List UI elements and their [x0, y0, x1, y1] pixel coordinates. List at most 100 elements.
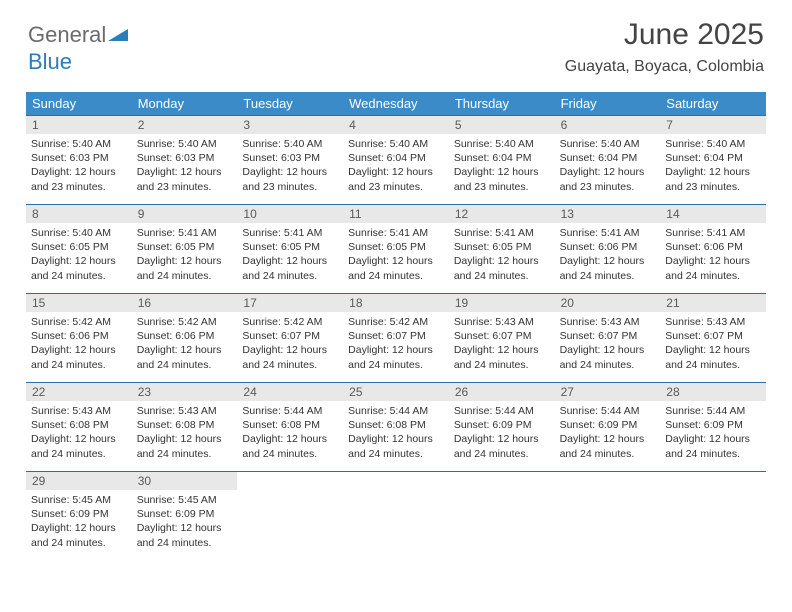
daylight-text: Daylight: 12 hours and 24 minutes.	[242, 432, 338, 460]
day-cell: Sunrise: 5:41 AMSunset: 6:05 PMDaylight:…	[237, 223, 343, 293]
weekday-header: Sunday	[26, 92, 132, 115]
weekday-header: Thursday	[449, 92, 555, 115]
sunrise-text: Sunrise: 5:40 AM	[242, 137, 338, 151]
sunrise-text: Sunrise: 5:44 AM	[560, 404, 656, 418]
sunrise-text: Sunrise: 5:40 AM	[348, 137, 444, 151]
day-number: 10	[237, 205, 343, 223]
sunrise-text: Sunrise: 5:42 AM	[242, 315, 338, 329]
day-cell: Sunrise: 5:40 AMSunset: 6:04 PMDaylight:…	[555, 134, 661, 204]
week-row: Sunrise: 5:40 AMSunset: 6:03 PMDaylight:…	[26, 134, 766, 204]
sunset-text: Sunset: 6:05 PM	[137, 240, 233, 254]
sunset-text: Sunset: 6:07 PM	[348, 329, 444, 343]
day-cell	[555, 490, 661, 560]
sunrise-text: Sunrise: 5:44 AM	[454, 404, 550, 418]
sunset-text: Sunset: 6:07 PM	[560, 329, 656, 343]
daylight-text: Daylight: 12 hours and 23 minutes.	[454, 165, 550, 193]
sunset-text: Sunset: 6:06 PM	[665, 240, 761, 254]
sunset-text: Sunset: 6:05 PM	[454, 240, 550, 254]
day-cell: Sunrise: 5:45 AMSunset: 6:09 PMDaylight:…	[132, 490, 238, 560]
day-cell: Sunrise: 5:45 AMSunset: 6:09 PMDaylight:…	[26, 490, 132, 560]
day-number: 7	[660, 116, 766, 134]
sunrise-text: Sunrise: 5:42 AM	[31, 315, 127, 329]
day-number: 9	[132, 205, 238, 223]
daylight-text: Daylight: 12 hours and 24 minutes.	[137, 521, 233, 549]
location: Guayata, Boyaca, Colombia	[565, 58, 764, 76]
day-cell: Sunrise: 5:44 AMSunset: 6:08 PMDaylight:…	[343, 401, 449, 471]
sunrise-text: Sunrise: 5:43 AM	[665, 315, 761, 329]
sunrise-text: Sunrise: 5:44 AM	[348, 404, 444, 418]
header-right: June 2025 Guayata, Boyaca, Colombia	[565, 18, 764, 76]
day-cell: Sunrise: 5:42 AMSunset: 6:06 PMDaylight:…	[26, 312, 132, 382]
day-number: 17	[237, 294, 343, 312]
sunset-text: Sunset: 6:03 PM	[31, 151, 127, 165]
sunrise-text: Sunrise: 5:42 AM	[348, 315, 444, 329]
day-cell: Sunrise: 5:40 AMSunset: 6:04 PMDaylight:…	[660, 134, 766, 204]
day-cell: Sunrise: 5:43 AMSunset: 6:08 PMDaylight:…	[132, 401, 238, 471]
day-number: 30	[132, 472, 238, 490]
day-number: 5	[449, 116, 555, 134]
day-number: 8	[26, 205, 132, 223]
day-number: 28	[660, 383, 766, 401]
daylight-text: Daylight: 12 hours and 23 minutes.	[665, 165, 761, 193]
day-number: 15	[26, 294, 132, 312]
day-number: 4	[343, 116, 449, 134]
sunrise-text: Sunrise: 5:41 AM	[242, 226, 338, 240]
daylight-text: Daylight: 12 hours and 24 minutes.	[560, 343, 656, 371]
daylight-text: Daylight: 12 hours and 24 minutes.	[348, 432, 444, 460]
daylight-text: Daylight: 12 hours and 24 minutes.	[31, 521, 127, 549]
sunrise-text: Sunrise: 5:40 AM	[31, 137, 127, 151]
sunset-text: Sunset: 6:09 PM	[560, 418, 656, 432]
day-number-row: 1234567	[26, 115, 766, 134]
day-cell: Sunrise: 5:41 AMSunset: 6:06 PMDaylight:…	[555, 223, 661, 293]
weekday-header-row: Sunday Monday Tuesday Wednesday Thursday…	[26, 92, 766, 115]
day-cell	[237, 490, 343, 560]
sunrise-text: Sunrise: 5:43 AM	[31, 404, 127, 418]
daylight-text: Daylight: 12 hours and 24 minutes.	[665, 254, 761, 282]
sunrise-text: Sunrise: 5:40 AM	[560, 137, 656, 151]
sunset-text: Sunset: 6:05 PM	[242, 240, 338, 254]
day-number-row: 2930	[26, 471, 766, 490]
day-cell: Sunrise: 5:42 AMSunset: 6:06 PMDaylight:…	[132, 312, 238, 382]
daylight-text: Daylight: 12 hours and 23 minutes.	[137, 165, 233, 193]
daylight-text: Daylight: 12 hours and 24 minutes.	[31, 432, 127, 460]
day-cell	[660, 490, 766, 560]
day-number: 19	[449, 294, 555, 312]
sunset-text: Sunset: 6:05 PM	[348, 240, 444, 254]
calendar: Sunday Monday Tuesday Wednesday Thursday…	[26, 92, 766, 560]
day-number: 6	[555, 116, 661, 134]
daylight-text: Daylight: 12 hours and 24 minutes.	[665, 432, 761, 460]
day-number	[555, 472, 661, 490]
sunset-text: Sunset: 6:08 PM	[137, 418, 233, 432]
day-number	[237, 472, 343, 490]
day-number: 22	[26, 383, 132, 401]
daylight-text: Daylight: 12 hours and 24 minutes.	[454, 343, 550, 371]
daylight-text: Daylight: 12 hours and 24 minutes.	[348, 343, 444, 371]
daylight-text: Daylight: 12 hours and 24 minutes.	[137, 432, 233, 460]
day-cell: Sunrise: 5:41 AMSunset: 6:05 PMDaylight:…	[343, 223, 449, 293]
sunrise-text: Sunrise: 5:40 AM	[454, 137, 550, 151]
daylight-text: Daylight: 12 hours and 24 minutes.	[31, 254, 127, 282]
day-number: 12	[449, 205, 555, 223]
sunrise-text: Sunrise: 5:40 AM	[137, 137, 233, 151]
sunset-text: Sunset: 6:09 PM	[665, 418, 761, 432]
day-cell: Sunrise: 5:41 AMSunset: 6:05 PMDaylight:…	[132, 223, 238, 293]
sunrise-text: Sunrise: 5:44 AM	[665, 404, 761, 418]
daylight-text: Daylight: 12 hours and 24 minutes.	[348, 254, 444, 282]
day-cell: Sunrise: 5:44 AMSunset: 6:09 PMDaylight:…	[449, 401, 555, 471]
day-number: 14	[660, 205, 766, 223]
sunset-text: Sunset: 6:05 PM	[31, 240, 127, 254]
sunrise-text: Sunrise: 5:44 AM	[242, 404, 338, 418]
day-number	[343, 472, 449, 490]
day-cell: Sunrise: 5:42 AMSunset: 6:07 PMDaylight:…	[343, 312, 449, 382]
sunrise-text: Sunrise: 5:42 AM	[137, 315, 233, 329]
day-cell: Sunrise: 5:40 AMSunset: 6:03 PMDaylight:…	[26, 134, 132, 204]
sunset-text: Sunset: 6:08 PM	[31, 418, 127, 432]
logo: General Blue	[28, 22, 130, 75]
day-cell: Sunrise: 5:40 AMSunset: 6:04 PMDaylight:…	[449, 134, 555, 204]
sunset-text: Sunset: 6:03 PM	[242, 151, 338, 165]
daylight-text: Daylight: 12 hours and 24 minutes.	[560, 254, 656, 282]
day-number-row: 22232425262728	[26, 382, 766, 401]
daylight-text: Daylight: 12 hours and 24 minutes.	[665, 343, 761, 371]
weekday-header: Friday	[555, 92, 661, 115]
week-row: Sunrise: 5:40 AMSunset: 6:05 PMDaylight:…	[26, 223, 766, 293]
